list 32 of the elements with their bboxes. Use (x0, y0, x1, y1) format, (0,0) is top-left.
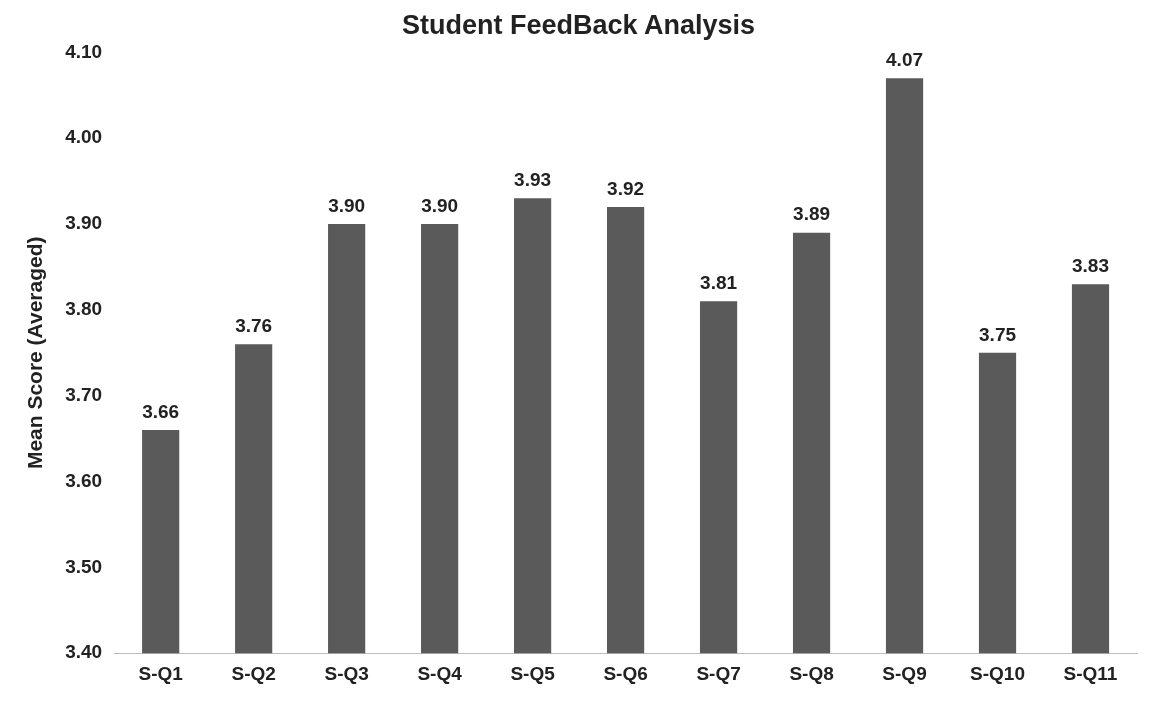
data-label: 3.90 (421, 194, 459, 216)
y-tick-label: 3.70 (65, 383, 103, 405)
x-tick-label: S-Q2 (231, 662, 276, 684)
x-tick-label: S-Q9 (882, 662, 927, 684)
data-label: 3.66 (142, 400, 180, 422)
y-tick-label: 3.90 (65, 212, 103, 234)
y-axis-title: Mean Score (Averaged) (23, 236, 47, 470)
x-tick-label: S-Q1 (138, 662, 184, 684)
x-tick-label: S-Q11 (1063, 662, 1118, 684)
data-label: 3.92 (607, 177, 645, 199)
y-tick-label: 4.00 (65, 126, 103, 148)
x-tick-label: S-Q4 (417, 662, 463, 684)
y-tick-label: 3.60 (65, 469, 103, 491)
data-label: 3.93 (514, 169, 552, 191)
chart-title: Student FeedBack Analysis (401, 9, 756, 40)
data-label: 3.89 (793, 203, 831, 225)
x-tick-label: S-Q5 (510, 662, 556, 684)
data-label: 3.90 (328, 194, 366, 216)
data-label: 4.07 (886, 48, 924, 70)
x-tick-label: S-Q10 (970, 662, 1025, 684)
data-label: 3.75 (979, 323, 1017, 345)
y-tick-label: 3.80 (65, 298, 103, 320)
y-tick-label: 4.10 (65, 40, 103, 62)
x-tick-label: S-Q6 (603, 662, 648, 684)
x-tick-label: S-Q7 (696, 662, 741, 684)
x-tick-label: S-Q3 (324, 662, 369, 684)
data-label: 3.83 (1072, 254, 1109, 276)
y-tick-label: 3.40 (65, 641, 103, 663)
data-label: 3.81 (700, 272, 738, 294)
x-tick-label: S-Q8 (789, 662, 834, 684)
data-label: 3.76 (235, 314, 273, 336)
y-tick-label: 3.50 (65, 555, 103, 577)
